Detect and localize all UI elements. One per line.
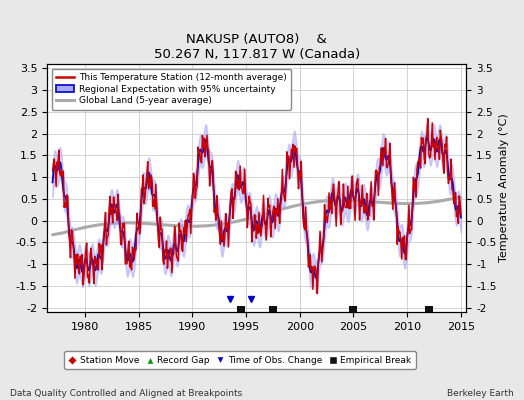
Text: Data Quality Controlled and Aligned at Breakpoints: Data Quality Controlled and Aligned at B… xyxy=(10,389,243,398)
Title: NAKUSP (AUTO8)    &
50.267 N, 117.817 W (Canada): NAKUSP (AUTO8) & 50.267 N, 117.817 W (Ca… xyxy=(154,34,360,62)
Y-axis label: Temperature Anomaly (°C): Temperature Anomaly (°C) xyxy=(499,114,509,262)
Text: Berkeley Earth: Berkeley Earth xyxy=(447,389,514,398)
Legend: Station Move, Record Gap, Time of Obs. Change, Empirical Break: Station Move, Record Gap, Time of Obs. C… xyxy=(64,351,416,369)
